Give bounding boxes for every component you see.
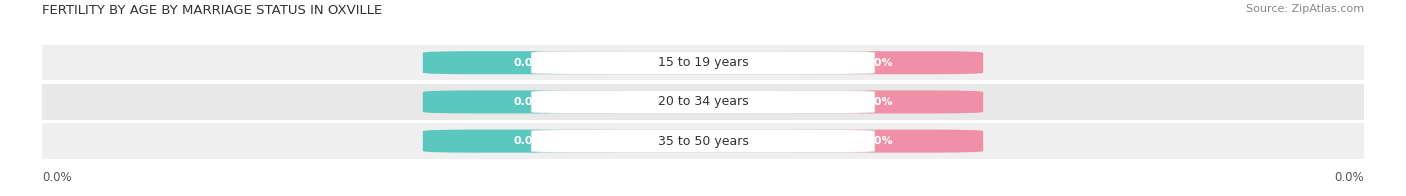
- FancyBboxPatch shape: [772, 51, 983, 74]
- Text: Source: ZipAtlas.com: Source: ZipAtlas.com: [1246, 4, 1364, 14]
- Text: 0.0%: 0.0%: [862, 58, 893, 68]
- FancyBboxPatch shape: [772, 90, 983, 113]
- Text: 0.0%: 0.0%: [513, 136, 544, 146]
- Text: 20 to 34 years: 20 to 34 years: [658, 95, 748, 108]
- FancyBboxPatch shape: [531, 130, 875, 153]
- Text: 15 to 19 years: 15 to 19 years: [658, 56, 748, 69]
- Text: 0.0%: 0.0%: [513, 58, 544, 68]
- Text: 0.0%: 0.0%: [862, 97, 893, 107]
- FancyBboxPatch shape: [423, 90, 634, 113]
- Text: 0.0%: 0.0%: [862, 136, 893, 146]
- FancyBboxPatch shape: [531, 51, 875, 74]
- FancyBboxPatch shape: [772, 130, 983, 153]
- Text: 35 to 50 years: 35 to 50 years: [658, 135, 748, 148]
- Text: FERTILITY BY AGE BY MARRIAGE STATUS IN OXVILLE: FERTILITY BY AGE BY MARRIAGE STATUS IN O…: [42, 4, 382, 17]
- Text: 0.0%: 0.0%: [42, 171, 72, 183]
- FancyBboxPatch shape: [423, 51, 634, 74]
- FancyBboxPatch shape: [42, 84, 1364, 120]
- Text: 0.0%: 0.0%: [513, 97, 544, 107]
- FancyBboxPatch shape: [531, 90, 875, 113]
- FancyBboxPatch shape: [42, 45, 1364, 80]
- Text: 0.0%: 0.0%: [1334, 171, 1364, 183]
- FancyBboxPatch shape: [423, 130, 634, 153]
- FancyBboxPatch shape: [42, 123, 1364, 159]
